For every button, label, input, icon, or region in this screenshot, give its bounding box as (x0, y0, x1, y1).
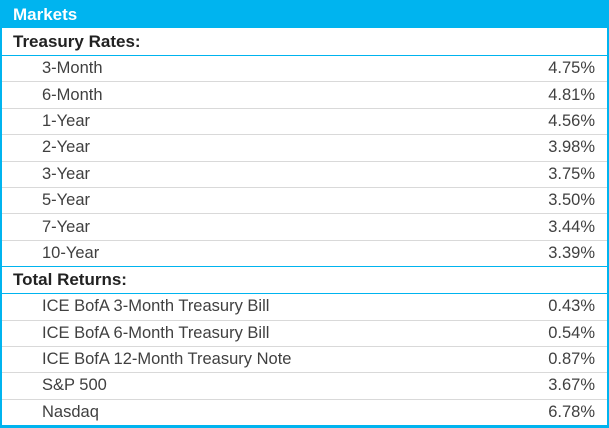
table-row: 7-Year 3.44% (2, 213, 607, 240)
row-value: 4.75% (548, 59, 595, 78)
row-value: 3.98% (548, 138, 595, 157)
row-label: Nasdaq (42, 402, 99, 421)
row-value: 0.87% (548, 350, 595, 369)
section-header-label: Total Returns: (13, 270, 127, 290)
table-row: ICE BofA 6-Month Treasury Bill 0.54% (2, 319, 607, 346)
row-label: 2-Year (42, 138, 91, 157)
row-label: S&P 500 (42, 376, 107, 395)
table-title-bar: Markets (2, 2, 607, 28)
row-label: 7-Year (42, 217, 91, 236)
table-row: Nasdaq 6.78% (2, 398, 607, 425)
table-row: ICE BofA 3-Month Treasury Bill 0.43% (2, 294, 607, 320)
table-row: 6-Month 4.81% (2, 81, 607, 108)
row-value: 3.67% (548, 376, 595, 395)
row-label: 1-Year (42, 111, 91, 130)
row-label: 5-Year (42, 191, 91, 210)
table-row: ICE BofA 12-Month Treasury Note 0.87% (2, 345, 607, 373)
section-header-treasury-rates: Treasury Rates: (2, 28, 607, 56)
table-row: 2-Year 3.98% (2, 134, 607, 161)
table-row: 3-Month 4.75% (2, 56, 607, 82)
row-value: 0.43% (548, 297, 595, 316)
row-label: 10-Year (42, 243, 100, 262)
section-header-label: Treasury Rates: (13, 31, 141, 51)
table-row: 1-Year 4.56% (2, 107, 607, 135)
row-value: 4.81% (548, 85, 595, 104)
row-value: 3.50% (548, 191, 595, 210)
row-value: 3.44% (548, 217, 595, 236)
row-label: 3-Month (42, 59, 103, 78)
row-value: 3.75% (548, 164, 595, 183)
row-value: 3.39% (548, 243, 595, 262)
row-value: 0.54% (548, 323, 595, 342)
table-row: 5-Year 3.50% (2, 186, 607, 214)
row-label: 3-Year (42, 164, 91, 183)
row-value: 4.56% (548, 111, 595, 130)
table-row: 10-Year 3.39% (2, 239, 607, 267)
row-label: ICE BofA 12-Month Treasury Note (42, 350, 292, 369)
table-row: S&P 500 3.67% (2, 372, 607, 399)
table-row: 3-Year 3.75% (2, 160, 607, 187)
row-label: ICE BofA 3-Month Treasury Bill (42, 297, 270, 316)
table-title: Markets (13, 5, 78, 24)
row-value: 6.78% (548, 402, 595, 421)
row-label: 6-Month (42, 85, 103, 104)
row-label: ICE BofA 6-Month Treasury Bill (42, 323, 270, 342)
section-header-total-returns: Total Returns: (2, 266, 607, 295)
